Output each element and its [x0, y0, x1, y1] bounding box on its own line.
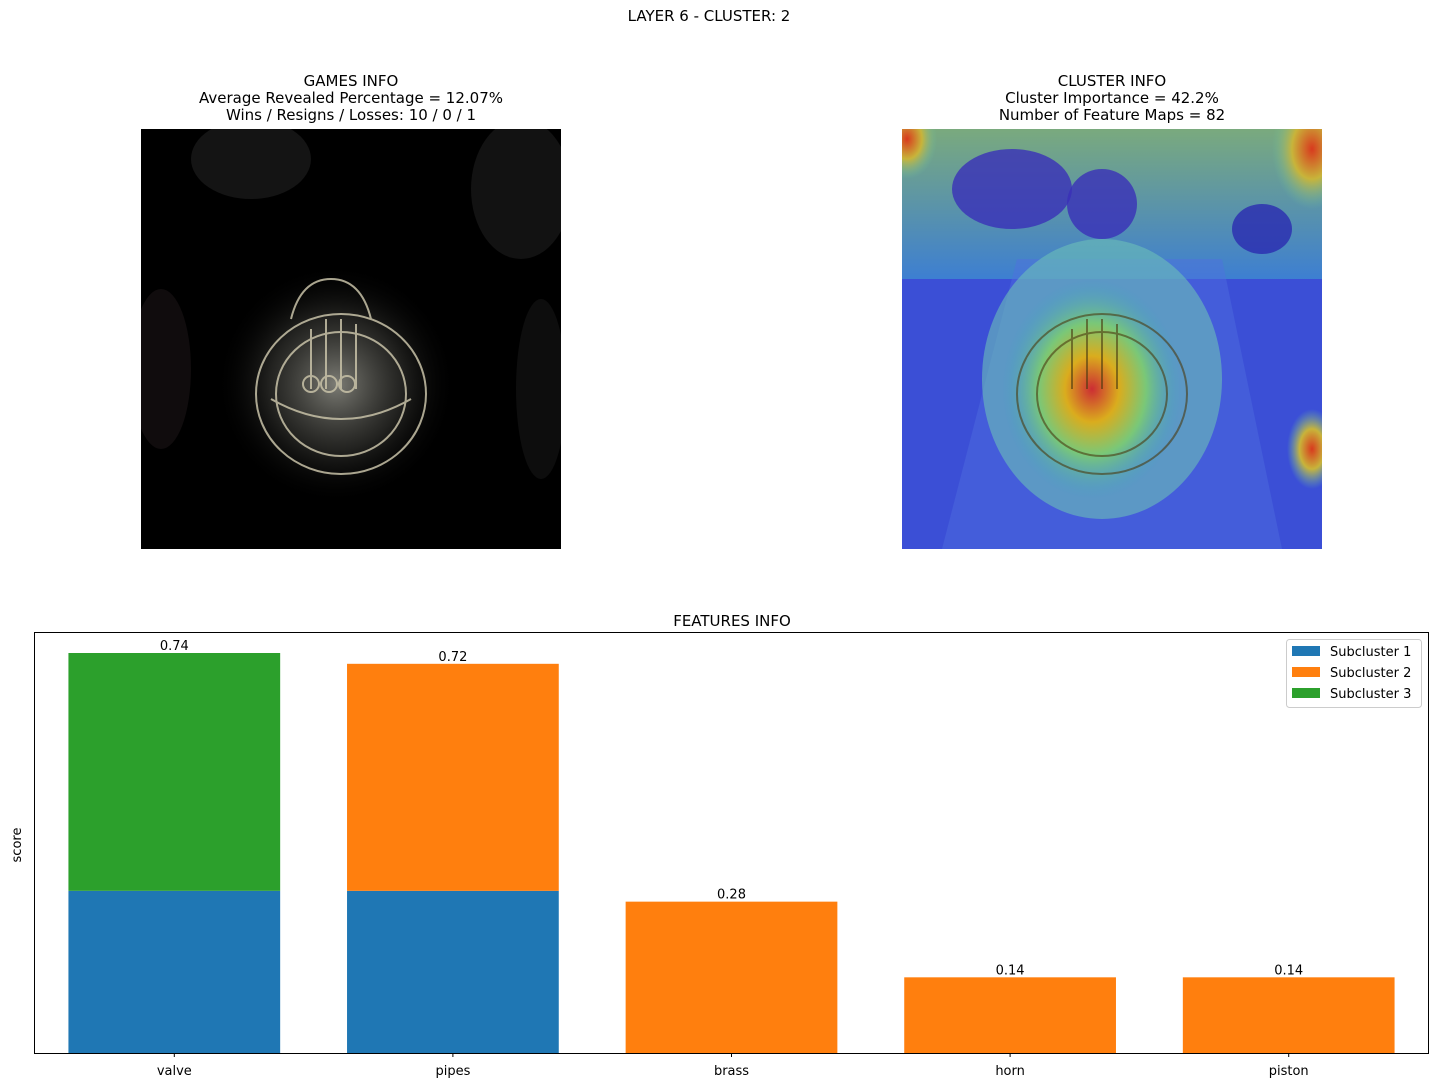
revealed-image — [141, 129, 561, 549]
cluster-info-title: CLUSTER INFO — [1057, 72, 1167, 90]
cluster-feature-maps: Number of Feature Maps = 82 — [998, 106, 1226, 124]
x-tick-label: pipes — [435, 1064, 470, 1079]
bar-valve-subcluster-3 — [68, 653, 281, 891]
legend-swatch-subcluster-2 — [1292, 667, 1320, 677]
legend-label-subcluster-2: Subcluster 2 — [1330, 666, 1411, 681]
legend-label-subcluster-1: Subcluster 1 — [1330, 645, 1411, 660]
bar-pipes-subcluster-1 — [347, 890, 559, 1053]
legend-box — [1286, 639, 1422, 708]
legend-swatch-subcluster-3 — [1292, 688, 1320, 698]
bar-total-label: 0.74 — [160, 639, 189, 654]
bar-piston-subcluster-2 — [1182, 977, 1395, 1053]
bar-total-label: 0.72 — [438, 650, 467, 665]
x-tick-label: piston — [1269, 1064, 1309, 1079]
games-revealed-percentage: Average Revealed Percentage = 12.07% — [198, 89, 504, 107]
chart-title: FEATURES INFO — [673, 612, 791, 630]
bar-total-label: 0.14 — [1274, 963, 1303, 978]
games-wins-resigns-losses: Wins / Resigns / Losses: 10 / 0 / 1 — [225, 106, 477, 124]
x-tick-label: brass — [714, 1064, 749, 1079]
bar-valve-subcluster-1 — [68, 890, 281, 1053]
x-tick-label: horn — [995, 1064, 1025, 1079]
bar-horn-subcluster-2 — [904, 977, 1116, 1053]
cluster-heatmap-image — [902, 129, 1322, 549]
x-tick-label: valve — [157, 1064, 192, 1079]
figure-title: LAYER 6 - CLUSTER: 2 — [627, 7, 791, 25]
games-info-title: GAMES INFO — [303, 72, 399, 90]
bar-pipes-subcluster-2 — [347, 663, 559, 891]
y-axis-label: score — [10, 828, 25, 863]
bar-total-label: 0.14 — [996, 963, 1025, 978]
cluster-importance: Cluster Importance = 42.2% — [1005, 89, 1219, 107]
bar-brass-subcluster-2 — [625, 901, 838, 1053]
legend-label-subcluster-3: Subcluster 3 — [1330, 687, 1411, 702]
bar-total-label: 0.28 — [717, 888, 746, 903]
chart-legend: Subcluster 1 Subcluster 2 Subcluster 3 — [1286, 639, 1422, 708]
plot-area-frame — [34, 632, 1429, 1054]
legend-swatch-subcluster-1 — [1292, 646, 1320, 656]
